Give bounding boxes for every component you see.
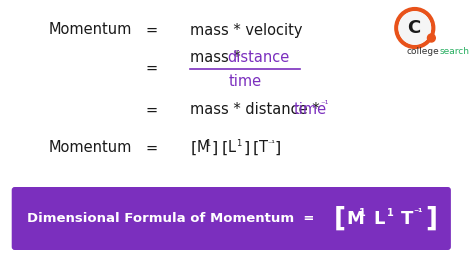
Text: ⁻¹: ⁻¹ [320,100,328,109]
Text: =: = [145,22,157,37]
Text: T: T [259,140,268,155]
Circle shape [428,34,435,42]
Text: ]: ] [426,206,438,231]
Text: L: L [228,140,236,155]
Text: ⁻¹: ⁻¹ [414,209,423,218]
Text: Momentum: Momentum [49,22,132,37]
Text: [: [ [253,140,259,155]
Text: =: = [145,103,157,117]
Text: [: [ [334,206,346,231]
Text: ]: ] [243,140,249,155]
Text: =: = [145,61,157,76]
Text: =: = [145,140,157,155]
Text: [: [ [221,140,228,155]
Text: ]: ] [212,140,218,155]
Text: L: L [374,210,385,227]
Text: C: C [407,19,420,37]
Text: T: T [401,210,413,227]
Text: Dimensional Formula of Momentum  =: Dimensional Formula of Momentum = [27,212,315,225]
Text: M: M [196,140,209,155]
Text: mass * distance *: mass * distance * [190,103,325,117]
Text: college: college [407,48,440,57]
Text: distance: distance [228,49,290,65]
Text: [: [ [190,140,197,155]
Text: M: M [346,210,365,227]
Text: time: time [228,73,262,88]
Text: ⁻¹: ⁻¹ [267,139,275,148]
Text: 1: 1 [236,139,241,148]
Text: search: search [439,48,469,57]
Text: Momentum: Momentum [49,140,132,155]
Text: 1: 1 [359,209,366,218]
Text: time: time [294,103,327,117]
Text: 1: 1 [386,209,393,218]
Text: ]: ] [274,140,281,155]
Text: mass * velocity: mass * velocity [190,22,303,37]
Text: 1: 1 [205,139,210,148]
Text: mass *: mass * [190,49,246,65]
Circle shape [399,12,430,44]
FancyBboxPatch shape [12,187,451,250]
